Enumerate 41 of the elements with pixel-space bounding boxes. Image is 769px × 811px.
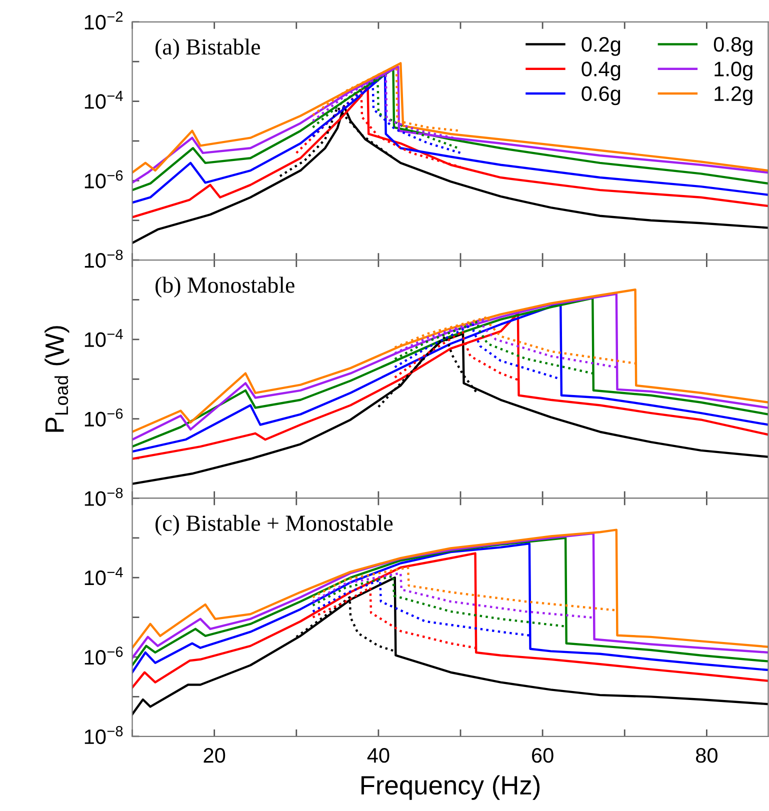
- line-series: [132, 332, 768, 485]
- text: (a) Bistable: [156, 38, 260, 60]
- y-tick-label: 10$^{−4}$: [84, 90, 123, 109]
- line-series: [394, 320, 594, 374]
- text: (c) Bistable + Monostable: [156, 514, 393, 536]
- y-tick-label: 10$^{−4}$: [84, 567, 123, 586]
- y-tick-label: 10$^{−2}$: [84, 12, 123, 30]
- line-series: [132, 86, 768, 218]
- line-series: [132, 552, 768, 689]
- legend-label: 0.8g: [714, 37, 752, 56]
- legend-label: 1.0g: [714, 62, 752, 81]
- line-series: [132, 104, 768, 244]
- line-series: [295, 596, 396, 652]
- line-series: [312, 574, 567, 628]
- y-tick-label: 10$^{−6}$: [84, 646, 123, 665]
- line-series: [394, 318, 618, 368]
- line-series: [394, 316, 636, 364]
- x-tick-label: 80: [696, 748, 718, 763]
- y-tick-label: 10$^{−8}$: [84, 488, 123, 506]
- y-tick-label: 10$^{−8}$: [84, 726, 123, 744]
- legend-label: 1.2g: [714, 86, 752, 106]
- line-series: [312, 72, 462, 140]
- legend-label: 0.2g: [582, 37, 620, 56]
- text: (b) Monostable: [156, 276, 294, 298]
- x-tick-label: 40: [367, 748, 390, 763]
- y-tick-label: 10$^{−8}$: [84, 250, 123, 268]
- line-series: [132, 576, 768, 716]
- y-tick-label: 10$^{−6}$: [84, 170, 123, 188]
- x-tick-label: 60: [532, 748, 554, 763]
- line-series: [295, 89, 462, 168]
- line-series: [312, 572, 595, 619]
- line-series: [312, 578, 531, 637]
- y-tick-label: 10$^{−6}$: [84, 408, 123, 427]
- line-series: [312, 586, 476, 649]
- x-axis-title: Frequency (Hz): [362, 775, 540, 800]
- legend-label: 0.4g: [582, 62, 620, 81]
- y-tick-label: 10$^{−4}$: [84, 329, 123, 348]
- y-axis-title: P$_{Load}$ (W): [44, 326, 70, 432]
- legend-label: 0.6g: [582, 86, 620, 106]
- line-series: [377, 335, 478, 408]
- x-tick-label: 20: [204, 748, 226, 763]
